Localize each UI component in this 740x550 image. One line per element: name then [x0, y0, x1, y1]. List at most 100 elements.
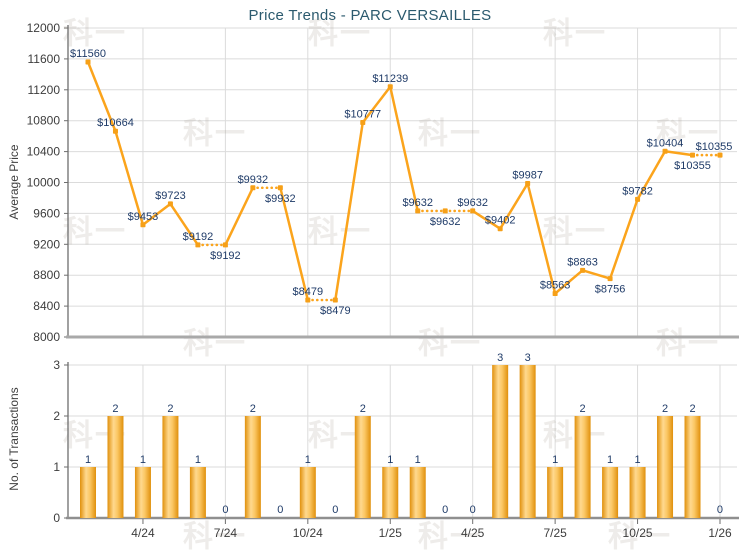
transaction-count-label: 2 [689, 403, 695, 415]
transaction-count-label: 1 [305, 454, 311, 466]
price-y-tick-label: 10000 [27, 176, 61, 190]
price-line-segment [86, 60, 117, 133]
x-tick-label: 10/24 [293, 526, 323, 540]
price-point-label: $9632 [457, 197, 488, 209]
price-y-tick-label: 12000 [27, 21, 61, 35]
price-point-marker [497, 226, 503, 232]
watermark-text: 科一 [608, 521, 672, 550]
transaction-bar [547, 467, 564, 518]
price-line-segment [608, 198, 639, 280]
price-y-tick-label: 8800 [33, 268, 60, 282]
price-point-label: $10355 [696, 141, 733, 153]
transaction-bar [80, 467, 96, 518]
price-point-label: $8479 [320, 305, 351, 317]
watermark-text: 科一 [418, 521, 482, 550]
price-point-label: $8756 [595, 284, 626, 296]
x-tick-label: 10/25 [623, 526, 653, 540]
price-line-segment [141, 202, 172, 227]
transaction-bar [657, 416, 674, 518]
price-line-segment [224, 186, 255, 247]
transaction-bar [519, 365, 536, 518]
price-point-label: $9632 [430, 216, 461, 228]
transaction-count-label: 2 [112, 403, 118, 415]
tx-y-tick-label: 3 [53, 358, 60, 372]
tx-y-tick-label: 1 [53, 460, 60, 474]
transaction-count-label: 2 [580, 403, 586, 415]
transaction-count-label: 0 [222, 504, 228, 516]
price-point-label: $11560 [70, 48, 106, 60]
watermark-text: 科一 [656, 328, 720, 361]
price-y-tick-label: 9200 [33, 237, 60, 251]
price-point-marker [250, 185, 256, 191]
price-y-tick-label: 9600 [33, 206, 60, 220]
x-tick-label: 4/24 [131, 526, 155, 540]
price-line-segment [471, 209, 502, 230]
tx-y-tick-label: 0 [53, 511, 60, 525]
price-point-marker [470, 208, 476, 214]
price-line-segment [663, 150, 694, 157]
price-line-segment [498, 182, 529, 230]
watermark-text: 科一 [308, 18, 372, 51]
price-line-segment [114, 129, 145, 227]
price-line-segment [279, 186, 310, 302]
price-point-marker [332, 297, 338, 303]
transaction-count-label: 2 [662, 403, 668, 415]
transaction-count-label: 2 [250, 403, 256, 415]
price-point-marker [635, 196, 641, 202]
price-point-label: $9453 [128, 211, 159, 223]
price-point-marker [607, 276, 613, 282]
price-point-marker [717, 152, 723, 158]
chart-title: Price Trends - PARC VERSAILLES [248, 7, 492, 24]
price-point-marker [305, 297, 311, 303]
transaction-count-label: 3 [497, 352, 503, 364]
price-point-label: $10664 [97, 117, 134, 129]
price-y-tick-label: 8400 [33, 299, 60, 313]
price-point-label: $8863 [567, 256, 598, 268]
watermark-text: 科一 [543, 18, 607, 51]
price-line-segment [169, 202, 200, 247]
price-point-label: $9723 [155, 190, 186, 202]
price-point-marker [360, 119, 366, 125]
transaction-count-label: 1 [415, 454, 421, 466]
price-point-label: $10355 [674, 160, 711, 172]
watermark-text: 科一 [418, 118, 482, 151]
price-y-tick-label: 10800 [27, 114, 61, 128]
transaction-count-label: 3 [525, 352, 531, 364]
watermark-text: 科一 [418, 328, 482, 361]
transaction-count-label: 0 [332, 504, 338, 516]
transaction-count-label: 1 [552, 454, 558, 466]
transaction-count-label: 2 [167, 403, 173, 415]
transaction-count-label: 0 [442, 504, 448, 516]
price-line-segment [581, 269, 612, 280]
price-point-label: $10777 [344, 108, 381, 120]
watermark-text: 科一 [63, 216, 127, 249]
x-tick-label: 7/25 [543, 526, 567, 540]
transaction-count-label: 1 [607, 454, 613, 466]
price-point-marker [415, 208, 421, 214]
transaction-bar [602, 467, 619, 518]
price-point-marker [690, 152, 696, 158]
tx-y-tick-label: 2 [53, 409, 60, 423]
price-point-label: $9402 [485, 215, 516, 227]
price-point-marker [552, 291, 558, 297]
price-line-segment [553, 269, 584, 295]
transaction-bar [354, 416, 371, 518]
price-point-label: $9932 [265, 193, 296, 205]
price-line-segment [361, 85, 392, 124]
transaction-bar [684, 416, 701, 518]
price-point-marker [525, 181, 531, 187]
price-point-label: $11239 [372, 73, 408, 85]
price-y-tick-label: 10400 [27, 145, 61, 159]
price-point-marker [85, 59, 91, 65]
watermark-text: 科一 [308, 216, 372, 249]
transaction-bar [382, 467, 399, 518]
price-y-tick-label: 8000 [33, 330, 60, 344]
price-point-label: $10404 [647, 137, 684, 149]
transaction-bar [574, 416, 591, 518]
x-tick-label: 1/25 [379, 526, 403, 540]
price-point-label: $9987 [512, 170, 543, 182]
x-tick-label: 1/26 [708, 526, 732, 540]
transaction-count-label: 1 [387, 454, 393, 466]
